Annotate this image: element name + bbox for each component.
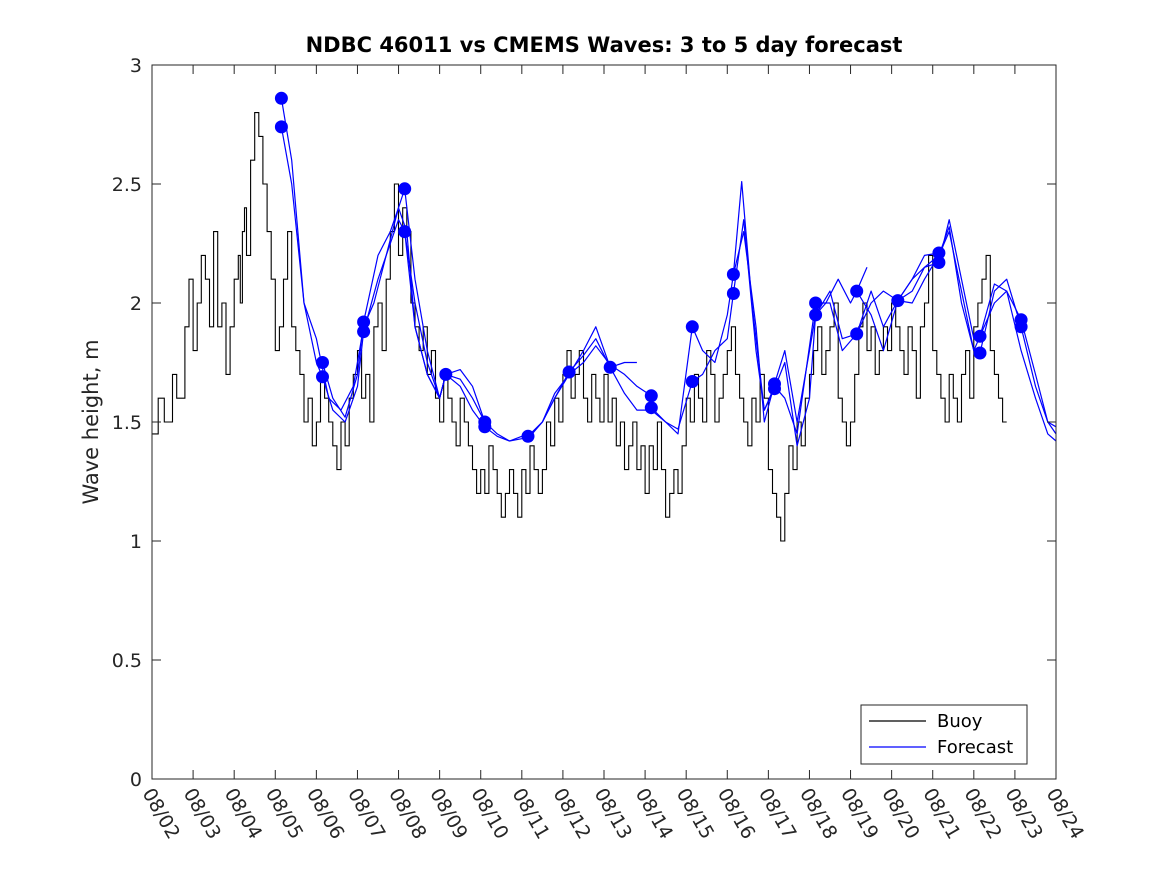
y-tick-label: 3 (130, 55, 142, 77)
forecast-marker-point (603, 360, 617, 374)
forecast-series-line-13 (897, 226, 1057, 442)
forecast-marker-point (973, 329, 987, 343)
forecast-marker-point (685, 375, 699, 388)
legend-label-buoy: Buoy (937, 711, 983, 732)
marker-layer (274, 91, 1028, 443)
y-tick-label: 1 (130, 531, 142, 553)
y-tick-label: 2 (130, 293, 142, 315)
y-tick-label: 1.5 (112, 412, 142, 434)
forecast-marker-point (891, 294, 905, 308)
forecast-marker-point (644, 401, 658, 415)
forecast-marker-point (1014, 320, 1028, 334)
forecast-marker-point (398, 225, 412, 239)
legend: Buoy Forecast (860, 704, 1028, 765)
forecast-series-line-7 (568, 338, 637, 373)
legend-box (860, 704, 1028, 765)
y-tick-label: 2.5 (112, 174, 142, 196)
forecast-marker-point (562, 365, 576, 379)
forecast-marker-point (274, 120, 288, 134)
forecast-marker-point (439, 367, 453, 381)
forecast-series-line-12 (856, 231, 1057, 428)
forecast-marker-point (316, 370, 329, 384)
forecast-marker-point (973, 346, 987, 360)
y-tick-label: 0.5 (112, 650, 142, 672)
legend-label-forecast: Forecast (937, 737, 1013, 758)
forecast-marker-point (850, 284, 864, 298)
forecast-marker-point (357, 325, 371, 339)
y-axis: 0 0.5 1 1.5 2 2.5 3 (112, 55, 1056, 791)
forecast-marker-point (932, 256, 946, 269)
forecast-marker-point (478, 420, 492, 434)
forecast-marker-point (521, 429, 535, 443)
forecast-marker-point (644, 389, 658, 403)
forecast-marker-point (726, 287, 740, 300)
forecast-marker-point (809, 296, 823, 310)
forecast-marker-point (398, 182, 412, 196)
forecast-marker-point (357, 315, 371, 329)
forecast-marker-point (726, 267, 740, 281)
forecast-series-line-3 (321, 188, 486, 423)
chart-title: NDBC 46011 vs CMEMS Waves: 3 to 5 day fo… (306, 33, 903, 57)
forecast-marker-point (274, 91, 288, 105)
forecast-marker-point (685, 320, 699, 334)
forecast-marker-point (809, 308, 823, 322)
y-tick-label: 0 (130, 769, 142, 791)
y-axis-label: Wave height, m (79, 339, 103, 504)
forecast-marker-point (850, 327, 864, 341)
forecast-marker-point (768, 382, 781, 396)
forecast-marker-point (932, 246, 946, 260)
forecast-series-line-9 (691, 219, 868, 447)
forecast-marker-point (316, 356, 329, 369)
